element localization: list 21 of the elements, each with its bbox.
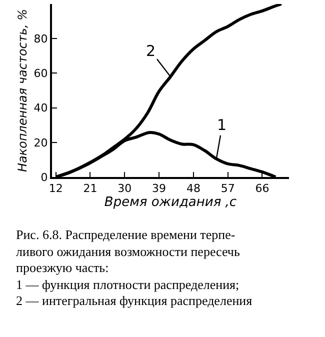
- text: 1 — функция плотности распределения;: [16, 277, 240, 292]
- text: проезжую часть:: [16, 260, 109, 275]
- text: ливого ожидания возможности пересечь: [16, 244, 240, 259]
- x-axis-title: Время ожидания ,с: [104, 195, 237, 210]
- y-tick-label: 60: [34, 67, 48, 80]
- x-tick-label: 12: [48, 182, 63, 196]
- text: Рис. 6.8. Распределение времени терпе-: [16, 227, 236, 242]
- x-tick-label: 30: [118, 182, 132, 196]
- y-tick-label: 20: [34, 136, 48, 150]
- x-tick-label: 48: [186, 182, 200, 196]
- series-label: 1: [217, 116, 227, 134]
- x-tick-label: 66: [255, 182, 270, 196]
- y-tick-label: 40: [34, 102, 48, 115]
- x-tick-label: 21: [83, 182, 98, 196]
- y-tick-label: 80: [34, 32, 48, 46]
- text: 2 — интегральная функция распределения: [16, 293, 252, 308]
- x-tick-label: 39: [152, 182, 166, 196]
- y-axis-title: Накопленная частость, %: [16, 8, 30, 172]
- y-tick-label: 0: [40, 170, 48, 184]
- series-label: 2: [146, 42, 156, 60]
- x-tick-label: 57: [220, 182, 235, 196]
